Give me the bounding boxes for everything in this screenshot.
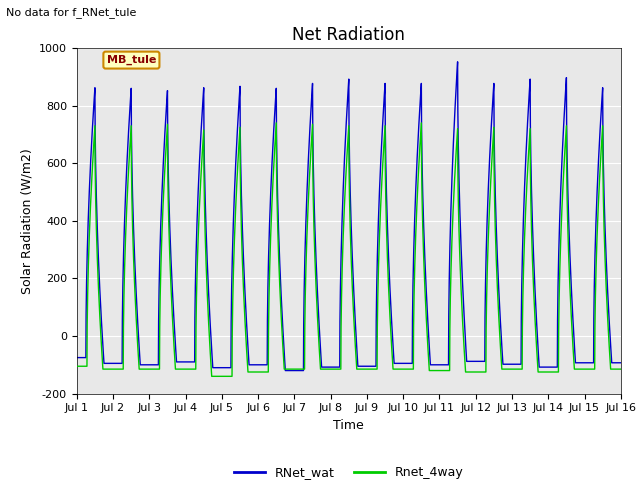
Text: MB_tule: MB_tule [107,55,156,65]
X-axis label: Time: Time [333,419,364,432]
Title: Net Radiation: Net Radiation [292,25,405,44]
Legend: RNet_wat, Rnet_4way: RNet_wat, Rnet_4way [229,461,468,480]
Text: No data for f_RNet_tule: No data for f_RNet_tule [6,7,137,18]
Y-axis label: Solar Radiation (W/m2): Solar Radiation (W/m2) [20,148,33,294]
